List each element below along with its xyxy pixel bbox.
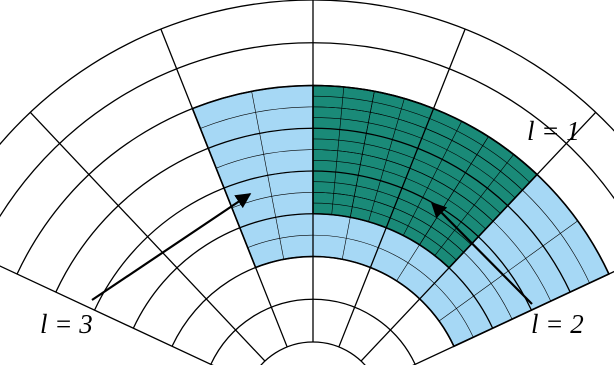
label-l3: l = 3	[40, 309, 93, 339]
label-l1: l = 1	[527, 116, 580, 146]
label-l2: l = 2	[531, 309, 584, 339]
